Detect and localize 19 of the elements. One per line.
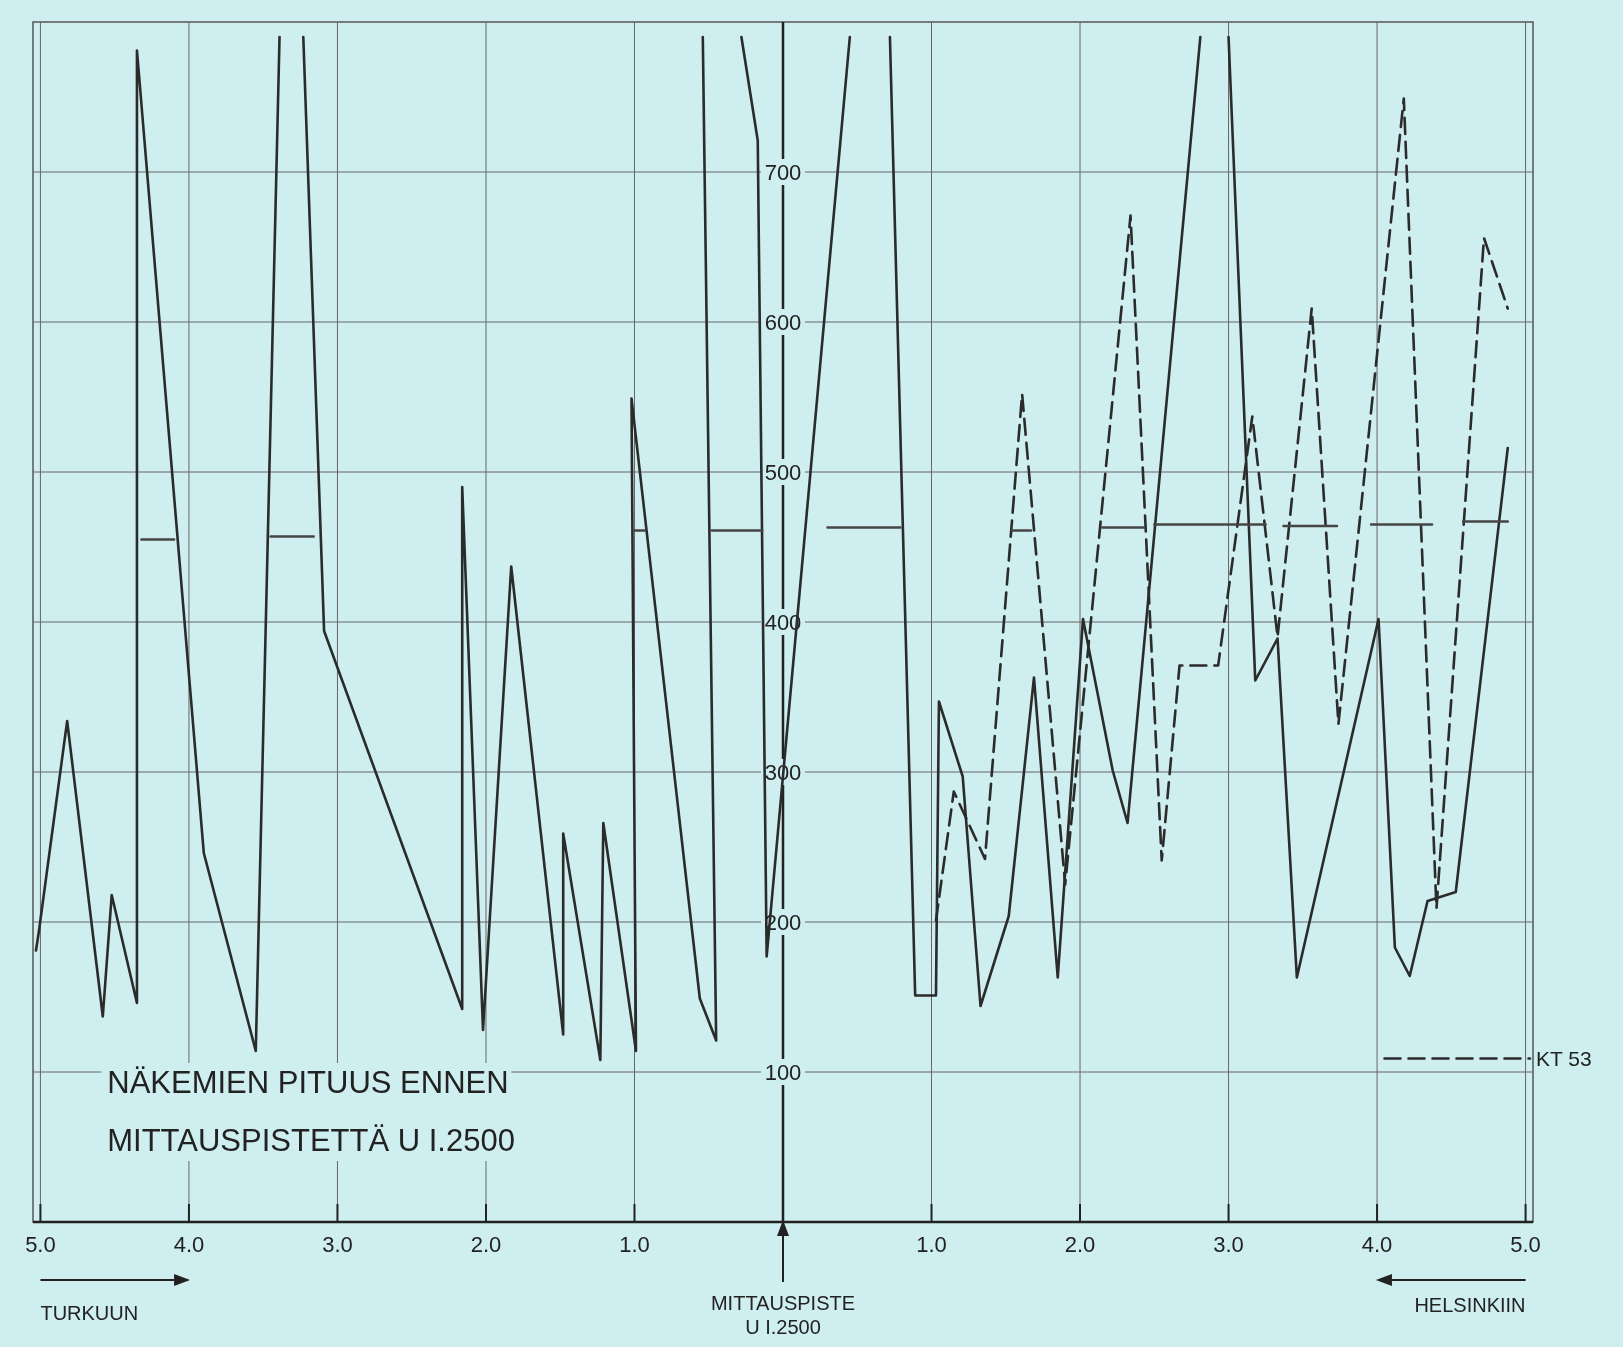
y-tick-label: 500 — [764, 459, 802, 485]
y-tick-label: 700 — [764, 159, 802, 185]
x-tick-label: 3.0 — [1213, 1232, 1244, 1257]
y-tick-label: 100 — [764, 1059, 802, 1085]
x-tick-label: 3.0 — [322, 1232, 353, 1257]
x-tick-label: 4.0 — [173, 1232, 205, 1257]
y-tick-label: 600 — [764, 309, 802, 335]
text: MITTAUSPISTE U I.2500 — [710, 1292, 856, 1338]
text: HELSINKIIN — [1414, 1294, 1526, 1316]
x-tick-label: 1.0 — [619, 1232, 650, 1257]
x-tick-label: 4.0 — [1361, 1232, 1393, 1257]
x-tick-label: 5.0 — [25, 1232, 56, 1257]
x-tick-label: 1.0 — [916, 1232, 947, 1257]
x-tick-label: 5.0 — [1510, 1232, 1541, 1257]
text: TURKUUN — [40, 1302, 139, 1324]
x-tick-label: 2.0 — [470, 1232, 502, 1257]
x-tick-label: 2.0 — [1064, 1232, 1096, 1257]
annotation: NÄKEMIEN PITUUS ENNEN MITTAUSPISTETTÄ U I.2500 — [107, 1065, 515, 1158]
series-label: KT 53 — [1536, 1047, 1592, 1070]
